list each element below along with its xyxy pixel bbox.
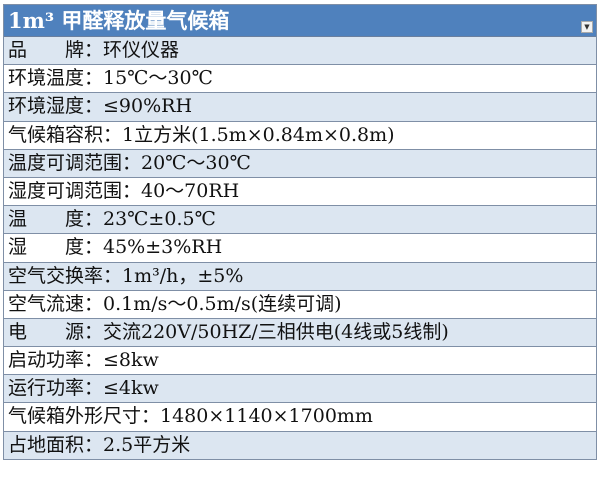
table-row: 占地面积：2.5平方米 bbox=[4, 431, 596, 459]
table-row: 温度可调范围：20℃～30℃ bbox=[4, 149, 596, 178]
spec-table: 1m³ 甲醛释放量气候箱 ▼ 品 牌：环仪仪器 环境温度：15℃～30℃ 环境湿度：… bbox=[3, 4, 597, 460]
filter-dropdown-icon[interactable]: ▼ bbox=[581, 21, 593, 33]
table-row: 空气流速：0.1m/s～0.5m/s(连续可调) bbox=[4, 290, 596, 319]
table-row: 温 度：23℃±0.5℃ bbox=[4, 206, 596, 235]
table-row: 启动功率：≤8kw bbox=[4, 347, 596, 376]
table-row: 气候箱外形尺寸：1480×1140×1700mm bbox=[4, 403, 596, 432]
table-row: 电 源：交流220V/50HZ/三相供电(4线或5线制) bbox=[4, 318, 596, 348]
table-row: 空气交换率：1m³/h，±5% bbox=[4, 262, 596, 291]
table-row: 环境温度：15℃～30℃ bbox=[4, 65, 596, 94]
table-row: 环境湿度：≤90%RH bbox=[4, 93, 596, 122]
table-title: 1m³ 甲醛释放量气候箱 bbox=[8, 8, 230, 33]
table-row: 品 牌：环仪仪器 bbox=[4, 37, 596, 66]
table-row: 湿 度：45%±3%RH bbox=[4, 234, 596, 263]
table-header: 1m³ 甲醛释放量气候箱 ▼ bbox=[4, 5, 596, 37]
table-row: 气候箱容积：1立方米(1.5m×0.84m×0.8m) bbox=[4, 121, 596, 150]
table-row: 湿度可调范围：40～70RH bbox=[4, 177, 596, 207]
table-row: 运行功率：≤4kw bbox=[4, 375, 596, 404]
